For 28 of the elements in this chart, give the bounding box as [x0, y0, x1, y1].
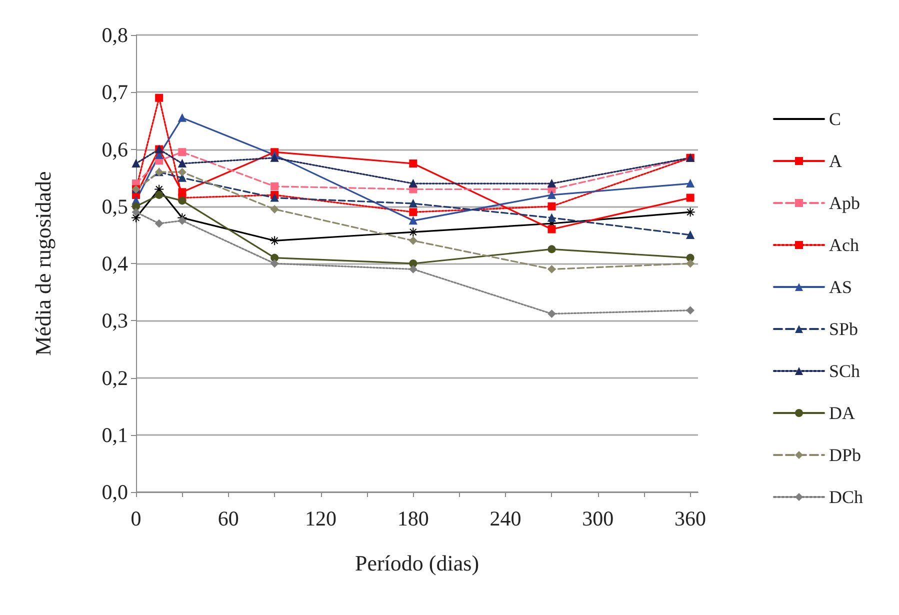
y-axis-title: Média de rugosidade: [30, 171, 56, 356]
y-tick-label: 0,0: [102, 480, 128, 504]
x-tick-label: 60: [218, 506, 239, 530]
x-tick-label: 120: [305, 506, 337, 530]
y-tick-label: 0,7: [102, 80, 128, 104]
y-tick-label: 0,6: [102, 137, 128, 162]
legend-label: DA: [828, 403, 855, 423]
legend-label: A: [828, 151, 842, 171]
y-tick-label: 0,1: [102, 422, 128, 447]
x-tick-label: 360: [674, 506, 706, 530]
y-tick-label: 0,5: [102, 194, 128, 218]
x-tick-label: 300: [582, 506, 614, 530]
x-axis-title: Período (dias): [354, 550, 480, 576]
y-tick-label: 0,2: [102, 366, 128, 390]
y-tick-label: 0,3: [102, 308, 128, 333]
legend-label: SCh: [828, 361, 860, 381]
legend-label: C: [828, 109, 842, 129]
legend-label: Ach: [828, 235, 859, 255]
x-tick-label: 240: [490, 506, 522, 530]
legend-label: AS: [828, 277, 852, 297]
x-tick-label: 180: [397, 506, 429, 530]
y-tick-label: 0,8: [102, 23, 128, 47]
legend-label: DCh: [828, 487, 864, 507]
legend-label: Apb: [828, 193, 860, 213]
legend-label: DPb: [828, 445, 862, 465]
legend-label: SPb: [828, 319, 858, 339]
y-tick-label: 0,4: [102, 252, 128, 276]
x-tick-label: 0: [130, 506, 142, 530]
